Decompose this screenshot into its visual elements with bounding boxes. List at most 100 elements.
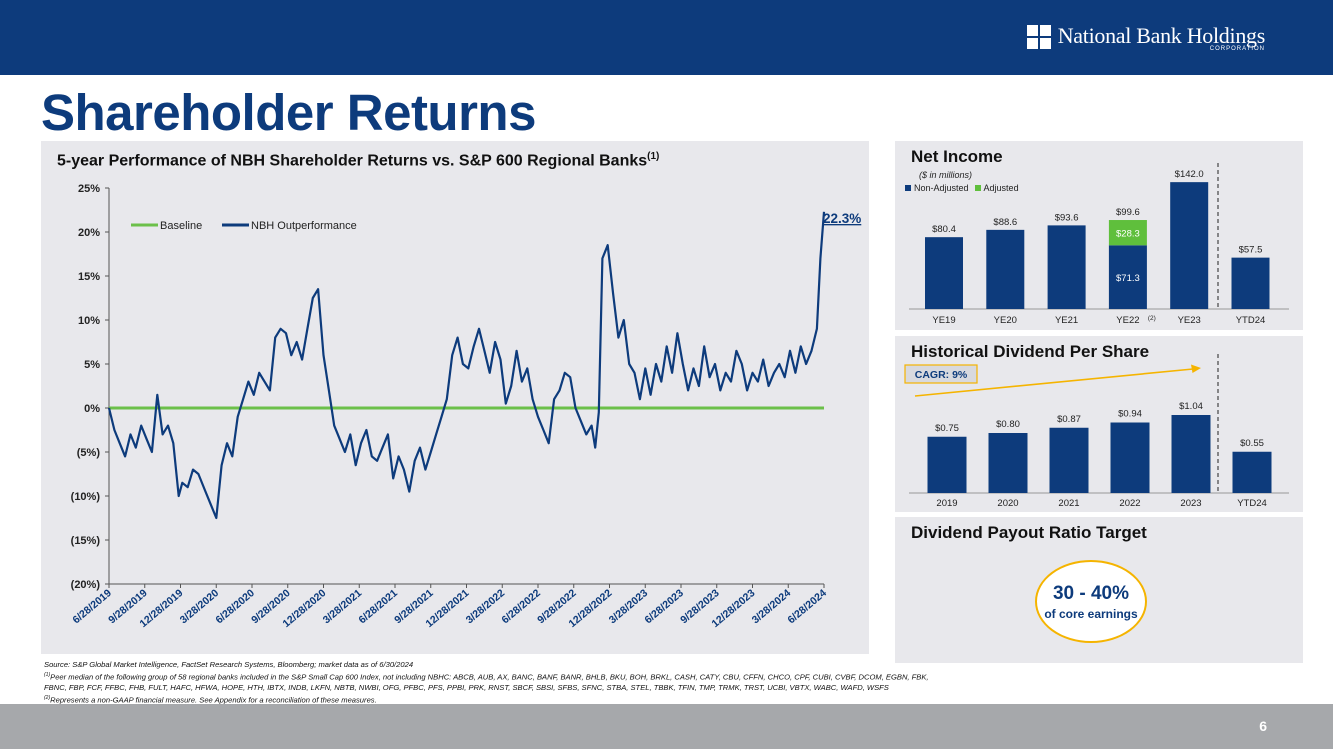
dividend-category-label: 2022 [1119, 498, 1140, 509]
net-income-category-label: YE21 [1055, 315, 1078, 326]
legend-swatch-navy [905, 185, 911, 191]
dividend-value-label: $0.94 [1118, 409, 1142, 420]
x-tick-label: 3/28/2024 [750, 587, 794, 626]
dividend-bar-2023 [1171, 415, 1211, 493]
x-tick-label: 6/28/2020 [213, 587, 257, 626]
net-income-category-label: YE23 [1178, 315, 1201, 326]
dividend-bar-2022 [1110, 422, 1150, 493]
legend-swatch-green [974, 185, 981, 191]
net-income-adjusted-bar-ye22 [1108, 220, 1147, 246]
net-income-category-label: YE20 [994, 315, 1017, 326]
net-income-legend: Non-Adjusted Adjusted [905, 183, 1025, 193]
dividend-category-label: 2019 [936, 498, 957, 509]
performance-chart-title-text: 5-year Performance of NBH Shareholder Re… [57, 152, 648, 170]
payout-caption: of core earnings [1044, 607, 1138, 621]
logo-mark-icon [1026, 25, 1051, 49]
payout-target-circle: 30 - 40% of core earnings [1035, 560, 1147, 643]
y-tick-label: 0% [84, 403, 100, 415]
x-tick-label: 3/28/2022 [464, 587, 508, 626]
y-tick-label: 20% [78, 227, 100, 239]
legend-adjusted: Adjusted [974, 183, 1019, 193]
payout-value: 30 - 40% [1052, 583, 1130, 604]
net-income-panel: Net Income ($ in millions) Non-Adjusted … [895, 141, 1303, 330]
cagr-badge-label: CAGR: 9% [915, 369, 968, 381]
dividend-value-label: $0.55 [1240, 438, 1264, 449]
legend-non-adjusted: Non-Adjusted [905, 183, 969, 193]
y-tick-label: 5% [84, 359, 100, 371]
legend-baseline-label: Baseline [160, 220, 202, 232]
x-tick-label: 6/28/2019 [70, 587, 114, 626]
net-income-subtitle: ($ in millions) [919, 170, 973, 180]
x-tick-label: 3/28/2020 [178, 587, 222, 626]
dividend-bar-ytd24 [1232, 451, 1272, 493]
dividend-category-label: YTD24 [1237, 498, 1267, 509]
x-tick-label: 6/28/2024 [785, 587, 829, 626]
company-logo: National Bank Holdings CORPORATION [1026, 23, 1266, 52]
end-value-label: 22.3% [823, 211, 861, 226]
dividend-panel: Historical Dividend Per Share $0.75 2019 $… [895, 336, 1303, 512]
performance-chart-title-footnote: (1) [647, 151, 660, 162]
footer-bar: 6 [0, 704, 1333, 749]
net-income-category-label: YE19 [932, 315, 955, 326]
net-income-value-label: $80.4 [932, 224, 956, 235]
performance-chart-panel: 25% 20% 15% 10% 5% 0% (5%) (10%) (15%) (20%) 6/28/… [41, 141, 869, 654]
payout-panel: Dividend Payout Ratio Target 30 - 40% of… [895, 517, 1303, 663]
cagr-badge [904, 364, 978, 384]
logo-subtext: CORPORATION [1209, 46, 1265, 52]
net-income-bar-ye19 [925, 237, 963, 309]
payout-title: Dividend Payout Ratio Target [911, 523, 1147, 542]
y-tick-label: 10% [78, 315, 100, 327]
x-tick-label: 3/28/2021 [321, 587, 365, 626]
footnote-1-marker: (1) [44, 672, 51, 678]
footnote-1-text: Peer median of the following group of 58… [50, 672, 929, 682]
dividend-bar-2019 [927, 436, 967, 493]
logo-text: National Bank Holdings [1057, 23, 1266, 48]
footnotes: Source: S&P Global Market Intelligence, … [44, 660, 1294, 705]
footnote-1: (1)Peer median of the following group of… [44, 670, 1294, 683]
net-income-category-label: YTD24 [1236, 315, 1266, 326]
net-income-bar-ye23 [1170, 182, 1209, 309]
cagr-trend-line [914, 368, 1194, 397]
y-tick-label: 25% [78, 183, 100, 195]
net-income-bar-ye21 [1047, 225, 1086, 309]
y-tick-label: 15% [78, 271, 100, 283]
x-tick-label: 6/28/2022 [499, 587, 543, 626]
x-tick-label: 6/28/2023 [642, 587, 686, 626]
net-income-adjusted-inner-label: $28.3 [1116, 229, 1140, 240]
dividend-category-label: 2023 [1180, 498, 1201, 509]
x-tick-label: 3/28/2023 [607, 587, 651, 626]
net-income-value-label: $57.5 [1239, 245, 1263, 256]
net-income-value-label: $93.6 [1055, 212, 1079, 223]
ye22-footnote-marker: (2) [1148, 315, 1156, 322]
footnote-1-continued: FBNC, FBP, FCF, FFBC, FHB, FULT, HAFC, H… [44, 682, 889, 692]
net-income-category-label: YE22 [1116, 315, 1139, 326]
net-income-value-label: $88.6 [993, 217, 1017, 228]
page-number: 6 [1259, 718, 1267, 734]
y-tick-label: (15%) [71, 535, 101, 547]
net-income-nonadjusted-inner-label: $71.3 [1116, 273, 1140, 284]
net-income-bar-ye20 [986, 229, 1025, 309]
net-income-value-label: $99.6 [1116, 207, 1140, 218]
net-income-bar-chart: $80.4 YE19 $88.6 YE20 $93.6 YE21 $28.3 $71.3 $99… [909, 163, 1289, 326]
dividend-value-label: $1.04 [1179, 401, 1203, 412]
dividend-category-label: 2020 [997, 498, 1018, 509]
net-income-bar-ytd24 [1231, 257, 1270, 309]
page-title: Shareholder Returns [41, 84, 536, 141]
net-income-title: Net Income [911, 147, 1003, 166]
y-tick-label: (5%) [77, 447, 101, 459]
y-tick-label: (10%) [71, 491, 101, 503]
performance-chart-title: 5-year Performance of NBH Shareholder Re… [57, 151, 659, 170]
net-income-value-label: $142.0 [1175, 169, 1204, 180]
performance-line-chart: 25%20%15%10%5%0%(5%)(10%)(15%)(20%)6/28/… [70, 183, 861, 630]
footnote-2-marker: (2) [44, 694, 51, 701]
legend-nbh-label: NBH Outperformance [251, 220, 357, 232]
dividend-category-label: 2021 [1058, 498, 1079, 509]
footnote-2-text: Represents a non-GAAP financial measure.… [50, 695, 377, 705]
dividend-bar-2021 [1049, 427, 1089, 493]
legend-adjusted-label: Adjusted [983, 183, 1019, 193]
dividend-title: Historical Dividend Per Share [911, 342, 1150, 361]
cagr-arrow-head-icon [1191, 364, 1201, 373]
dividend-value-label: $0.80 [996, 419, 1020, 430]
dividend-value-label: $0.75 [935, 423, 959, 434]
y-tick-label: (20%) [71, 579, 101, 591]
